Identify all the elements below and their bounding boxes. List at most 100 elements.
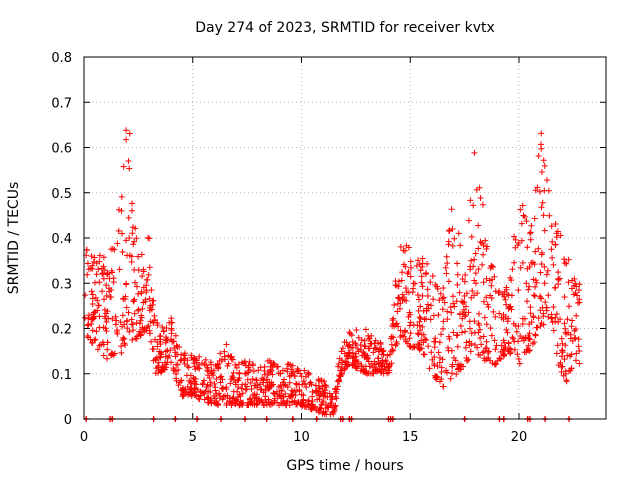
data-point [307, 379, 314, 386]
data-point [528, 319, 535, 326]
data-point [378, 363, 385, 370]
data-point [555, 281, 562, 288]
data-point [444, 260, 451, 267]
data-point [389, 317, 396, 324]
data-point [235, 384, 242, 391]
data-point [187, 372, 194, 379]
data-point [496, 288, 503, 295]
data-point [115, 206, 122, 213]
data-point [292, 392, 299, 399]
data-point [370, 349, 377, 356]
data-point [505, 348, 512, 355]
data-point [128, 316, 135, 323]
data-point [458, 298, 465, 305]
data-point [255, 367, 262, 374]
data-point [155, 359, 162, 366]
data-point [157, 332, 164, 339]
data-point [526, 330, 533, 337]
grid-lines [84, 57, 606, 419]
data-point [428, 349, 435, 356]
data-point [349, 344, 356, 351]
data-point [444, 308, 451, 315]
data-point [462, 303, 469, 310]
data-point [533, 324, 540, 331]
data-point [88, 339, 95, 346]
data-point [366, 345, 373, 352]
data-point [552, 221, 559, 228]
data-point [229, 373, 236, 380]
data-point [239, 381, 246, 388]
data-point [532, 248, 539, 255]
data-point [298, 373, 305, 380]
data-point [487, 325, 494, 332]
data-point [289, 398, 296, 405]
data-point [435, 349, 442, 356]
data-point [365, 335, 372, 342]
data-point [269, 371, 276, 378]
data-point [193, 357, 200, 364]
data-point [439, 325, 446, 332]
data-point [417, 267, 424, 274]
data-point [174, 361, 181, 368]
data-point [430, 312, 437, 319]
data-point [279, 367, 286, 374]
data-point [471, 149, 478, 156]
data-point [475, 329, 482, 336]
data-point [196, 353, 203, 360]
data-point [149, 297, 156, 304]
data-point [517, 264, 524, 271]
data-point [353, 326, 360, 333]
data-point [410, 280, 417, 287]
data-point [106, 275, 113, 282]
data-point [398, 277, 405, 284]
data-point [423, 270, 430, 277]
data-point [470, 263, 477, 270]
data-point [104, 355, 111, 362]
data-point [124, 317, 131, 324]
data-point [167, 347, 174, 354]
data-point [293, 380, 300, 387]
data-point [199, 381, 206, 388]
data-point [419, 323, 426, 330]
data-point [400, 247, 407, 254]
data-point [336, 355, 343, 362]
data-point [436, 297, 443, 304]
data-point [146, 327, 153, 334]
data-point [131, 310, 138, 317]
data-point [227, 380, 234, 387]
data-point [141, 325, 148, 332]
data-point [100, 275, 107, 282]
data-point [342, 358, 349, 365]
data-point [158, 367, 165, 374]
data-point [478, 240, 485, 247]
data-point [378, 369, 385, 376]
data-point [448, 206, 455, 213]
data-point [98, 265, 105, 272]
data-point [500, 353, 507, 360]
data-point [247, 395, 254, 402]
data-point [532, 283, 539, 290]
data-point [297, 370, 304, 377]
data-point [349, 359, 356, 366]
data-point [538, 145, 545, 152]
data-point [126, 328, 133, 335]
data-point [135, 290, 142, 297]
data-point [299, 381, 306, 388]
data-point [569, 317, 576, 324]
data-point [475, 245, 482, 252]
data-point [527, 310, 534, 317]
data-point [563, 260, 570, 267]
x-tick-label: 5 [189, 430, 197, 445]
data-point [505, 339, 512, 346]
data-point [545, 292, 552, 299]
data-point [100, 352, 107, 359]
data-point [352, 363, 359, 370]
data-point [207, 359, 214, 366]
data-point [488, 282, 495, 289]
data-point [455, 230, 462, 237]
data-point [390, 315, 397, 322]
data-point [418, 331, 425, 338]
data-point [543, 304, 550, 311]
data-point [531, 292, 538, 299]
data-point [190, 356, 197, 363]
